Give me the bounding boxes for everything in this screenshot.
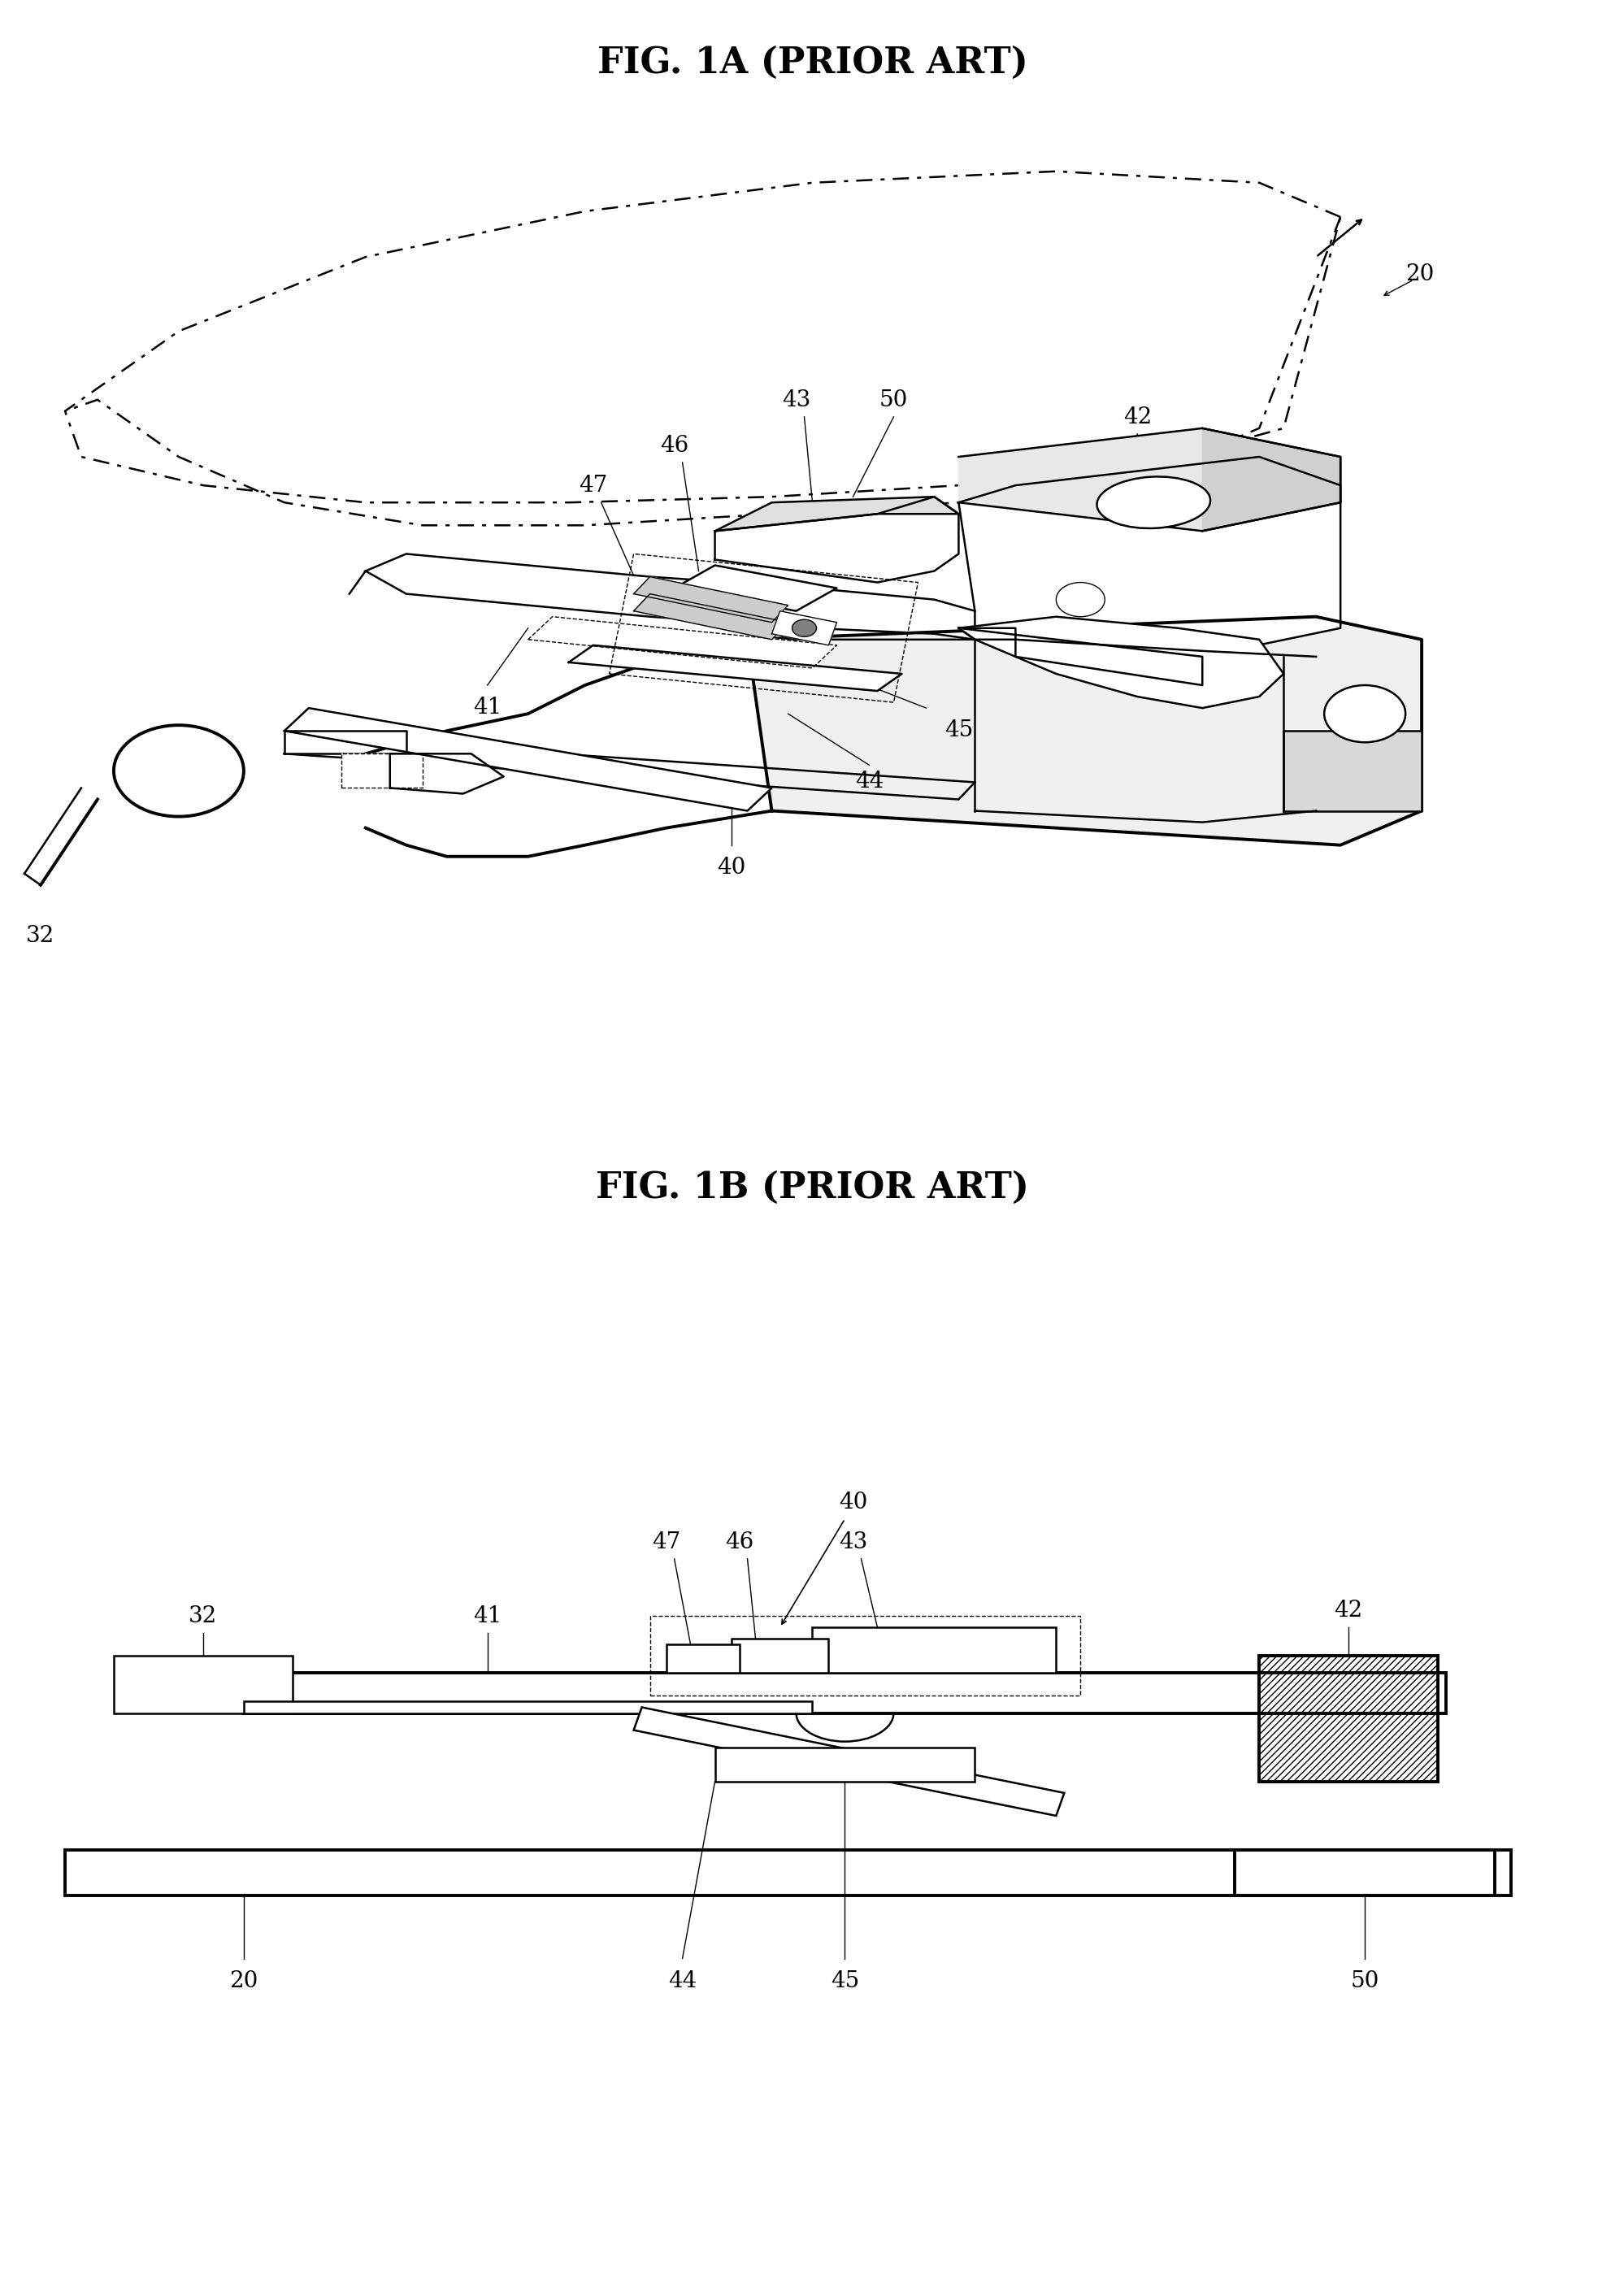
Text: 32: 32 [188, 1606, 218, 1626]
Text: 42: 42 [1333, 1599, 1363, 1622]
Text: 42: 42 [1122, 407, 1151, 427]
Polygon shape [958, 427, 1340, 530]
Text: 43: 43 [838, 1530, 867, 1553]
Text: 43: 43 [781, 388, 810, 411]
Polygon shape [674, 564, 836, 610]
Bar [1259, 1672, 1437, 1713]
Text: 20: 20 [1405, 263, 1434, 286]
Bar [114, 1656, 292, 1713]
Text: 40: 40 [838, 1491, 867, 1512]
Bar [1259, 1656, 1437, 1782]
Polygon shape [633, 1706, 1064, 1816]
Polygon shape [528, 617, 836, 667]
Text: 46: 46 [659, 434, 689, 457]
Ellipse shape [1096, 477, 1210, 528]
Bar [1234, 1850, 1494, 1896]
Text: 20: 20 [229, 1969, 258, 1992]
Text: 50: 50 [879, 388, 908, 411]
Bar [812, 1626, 1056, 1672]
Polygon shape [633, 594, 788, 640]
Bar [1259, 1656, 1437, 1782]
Polygon shape [1202, 427, 1340, 530]
Bar [731, 1640, 828, 1672]
Polygon shape [284, 731, 406, 754]
Text: 45: 45 [830, 1969, 859, 1992]
Text: 44: 44 [667, 1969, 697, 1992]
Text: 41: 41 [473, 697, 502, 719]
Polygon shape [958, 628, 1202, 685]
Circle shape [1324, 685, 1405, 742]
Polygon shape [958, 457, 1340, 658]
Text: 47: 47 [651, 1530, 680, 1553]
Text: 44: 44 [854, 770, 883, 793]
Polygon shape [284, 708, 771, 811]
Text: 40: 40 [716, 856, 745, 879]
Polygon shape [633, 576, 788, 621]
Circle shape [114, 724, 244, 815]
Text: FIG. 1A (PRIOR ART): FIG. 1A (PRIOR ART) [596, 46, 1028, 80]
Polygon shape [1283, 731, 1421, 811]
Bar [244, 1672, 1445, 1713]
Bar [65, 1850, 1510, 1896]
Polygon shape [747, 617, 1421, 845]
Polygon shape [715, 498, 958, 582]
Polygon shape [771, 610, 836, 644]
Polygon shape [958, 617, 1283, 708]
Circle shape [1056, 582, 1104, 617]
Text: 41: 41 [473, 1606, 502, 1626]
Text: 32: 32 [26, 925, 55, 948]
Polygon shape [390, 754, 503, 793]
Text: 50: 50 [1350, 1969, 1379, 1992]
Text: FIG. 1B (PRIOR ART): FIG. 1B (PRIOR ART) [596, 1169, 1028, 1206]
Bar [715, 1747, 974, 1782]
Polygon shape [365, 555, 974, 640]
Bar [666, 1644, 739, 1672]
Polygon shape [715, 498, 958, 530]
Bar [650, 1617, 1080, 1695]
Text: 45: 45 [944, 719, 973, 742]
Bar [1259, 1672, 1437, 1713]
Polygon shape [341, 754, 422, 788]
Polygon shape [244, 1702, 812, 1713]
Circle shape [793, 619, 815, 637]
Text: 46: 46 [724, 1530, 754, 1553]
Polygon shape [284, 735, 974, 799]
Polygon shape [568, 644, 901, 690]
Text: 47: 47 [578, 475, 607, 498]
